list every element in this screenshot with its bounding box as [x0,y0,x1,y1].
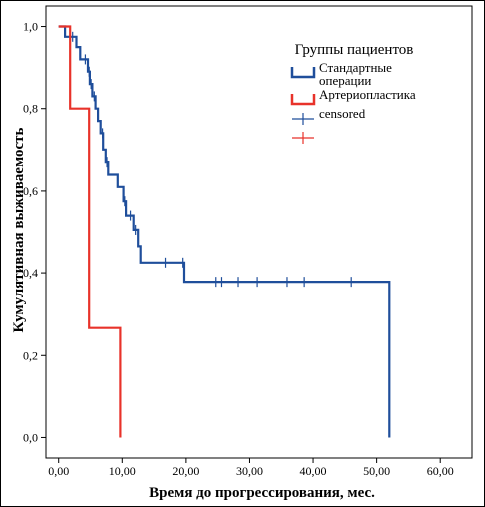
legend-box [277,39,431,147]
y-axis: 0,0 0,2 0,4 0,6 0,8 1,0 [23,20,46,444]
x-axis-title: Время до прогрессирования, мес. [149,485,375,501]
x-axis: 0,00 10,00 20,00 30,00 40,00 50,00 60,00 [48,458,454,478]
x-tick-label: 40,00 [300,464,327,478]
x-tick-label: 0,00 [48,464,69,478]
y-tick-label: 0,0 [23,430,38,444]
legend-label: операции [319,73,371,88]
legend-title: Группы пациентов [295,42,414,58]
y-tick-label: 0,6 [23,184,38,198]
y-tick-label: 0,4 [23,266,38,280]
legend-swatch [290,94,316,106]
y-tick-label: 0,8 [23,102,38,116]
y-axis-title: Кумулятивная выживаемость [11,128,27,333]
legend-label: Артериопластика [319,87,416,102]
legend-swatch [290,67,316,79]
y-tick-label: 0,2 [23,348,38,362]
series-layer [58,25,391,438]
legend: Группы пациентов СтандартныеоперацииАртер… [277,39,431,147]
y-tick-label: 1,0 [23,20,38,34]
x-tick-label: 20,00 [172,464,199,478]
x-tick-label: 10,00 [109,464,136,478]
x-tick-label: 30,00 [236,464,263,478]
x-tick-label: 50,00 [363,464,390,478]
x-tick-label: 60,00 [427,464,454,478]
legend-label: Стандартные [319,60,392,75]
legend-label: censored [319,106,366,121]
series-line-arterioplasty [58,25,122,438]
